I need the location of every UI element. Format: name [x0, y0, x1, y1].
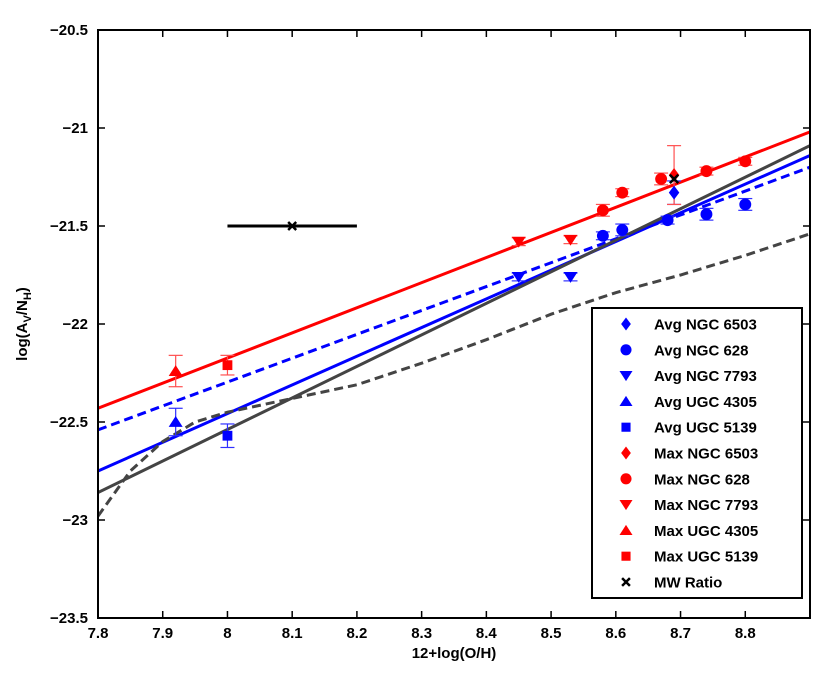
fit-line-4 [98, 232, 810, 517]
legend-label-8: Max UGC 4305 [654, 523, 758, 540]
legend-marker-5 [621, 446, 631, 460]
y-tick-label: −22.5 [50, 414, 88, 431]
max-ngc-7793-point [511, 236, 526, 248]
avg-ngc-628-point [596, 229, 609, 242]
x-tick-label: 7.8 [88, 625, 109, 642]
avg-ngc-628-point [661, 214, 674, 227]
avg-ugc-5139-point [222, 430, 233, 441]
x-tick-label: 8.1 [282, 625, 303, 642]
y-tick-label: −23.5 [50, 610, 88, 627]
avg-ngc-6503-point [668, 185, 680, 200]
legend-marker-6 [620, 473, 632, 485]
legend-label-5: Max NGC 6503 [654, 446, 758, 463]
avg-ngc-628-point [700, 208, 713, 221]
x-axis-title: 12+log(O/H) [412, 645, 497, 662]
legend-label-2: Avg NGC 7793 [654, 368, 757, 385]
max-ugc-5139-point [222, 360, 233, 371]
y-axis-title: log(AV/NH) [14, 287, 34, 361]
y-tick-label: −20.5 [50, 22, 88, 39]
legend-label-7: Max NGC 7793 [654, 497, 758, 514]
legend-label-0: Avg NGC 6503 [654, 317, 757, 334]
legend-label-10: MW Ratio [654, 575, 722, 592]
x-tick-label: 8.2 [346, 625, 367, 642]
max-ugc-4305-point [168, 365, 183, 376]
max-ngc-628-point [596, 204, 609, 217]
x-tick-label: 8.4 [476, 625, 498, 642]
legend-label-4: Avg UGC 5139 [654, 420, 757, 437]
x-tick-label: 8 [223, 625, 231, 642]
legend-marker-10 [621, 577, 631, 587]
legend-label-6: Max NGC 628 [654, 471, 750, 488]
legend-marker-4 [621, 422, 631, 432]
avg-ngc-7793-point [511, 272, 526, 283]
y-tick-label: −22 [63, 316, 88, 333]
data-markers [168, 155, 752, 441]
mw-ratio-hbar-marker [287, 221, 298, 231]
legend-label-9: Max UGC 5139 [654, 549, 758, 566]
y-tick-label: −21 [63, 120, 88, 137]
x-tick-label: 8.3 [411, 625, 432, 642]
legend-label-3: Avg UGC 4305 [654, 394, 757, 411]
x-tick-label: 8.5 [541, 625, 562, 642]
y-tick-label: −21.5 [50, 218, 88, 235]
x-tick-label: 8.7 [670, 625, 691, 642]
legend-marker-7 [619, 500, 633, 511]
fit-line-1 [98, 154, 810, 473]
ticks: 7.8 7.9 8 8.1 8.2 8.3 8.4 8.5 8.6 8.7 8.8 −23.5 −23 −… [50, 22, 810, 642]
y-tick-label: −23 [63, 512, 88, 529]
legend-marker-2 [619, 371, 633, 382]
max-ngc-628-point [739, 155, 752, 168]
avg-ngc-628-point [739, 198, 752, 211]
max-ngc-628-point [616, 186, 629, 199]
fit-line-0 [98, 130, 810, 410]
max-ngc-6503-point [668, 168, 680, 183]
fit-lines [98, 130, 810, 517]
legend-label-1: Avg NGC 628 [654, 342, 748, 359]
x-tick-label: 8.8 [735, 625, 756, 642]
legend-marker-8 [619, 524, 633, 535]
legend-marker-0 [621, 317, 631, 331]
avg-ngc-628-point [616, 223, 629, 236]
legend-marker-9 [621, 551, 631, 561]
fit-line-2 [98, 165, 810, 432]
max-ngc-628-point [655, 173, 668, 185]
fit-line-3 [98, 144, 810, 494]
max-ngc-7793-point [563, 234, 578, 246]
avg-ugc-4305-point [168, 416, 183, 427]
x-tick-label: 8.6 [605, 625, 626, 642]
legend-marker-3 [619, 395, 633, 406]
legend-marker-1 [620, 344, 632, 356]
x-tick-label: 7.9 [152, 625, 173, 642]
mw-ratio-point [668, 173, 680, 185]
legend: Avg NGC 6503 Avg NGC 628 Avg NGC 7793 Avg U… [591, 307, 803, 599]
avg-ngc-7793-point [563, 272, 578, 283]
max-ngc-628-point [700, 165, 713, 178]
